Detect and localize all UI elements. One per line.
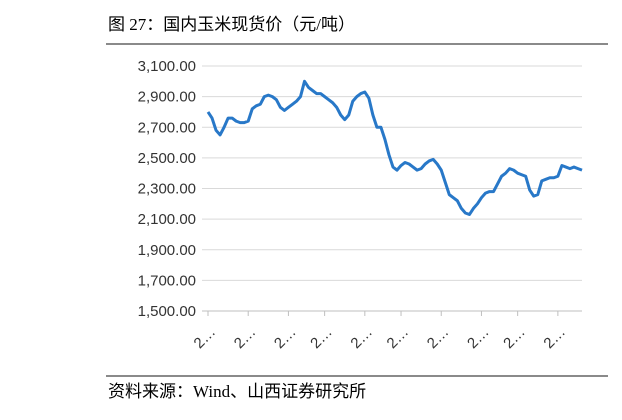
y-tick-label: 3,100.00 [138,58,196,75]
x-tick-label: 2… [271,324,300,353]
y-tick-label: 2,500.00 [138,150,196,167]
x-tick-label: 2… [307,324,336,353]
x-tick-label: 2… [347,324,376,353]
x-tick-label: 2… [191,324,220,353]
chart-title: 图 27：国内玉米现货价（元/吨） [108,15,355,34]
line [206,79,583,217]
y-tick-label: 2,900.00 [138,89,196,106]
x-tick-label: 2… [231,324,260,353]
source: 资料来源：Wind、山西证券研究所 [108,382,366,401]
y-tick-label: 2,300.00 [138,181,196,198]
x-tick-label: 2… [464,324,493,353]
x-tick-label: 2… [384,324,413,353]
y-tick-label: 2,100.00 [138,211,196,228]
y-tick-label: 1,700.00 [138,272,196,289]
x-tick-label: 2… [500,324,529,353]
x-tick-label: 2… [540,324,569,353]
y-tick-label: 1,900.00 [138,242,196,259]
y-tick-label: 2,700.00 [138,119,196,136]
x-tick-label: 2… [424,324,453,353]
y-tick-label: 1,500.00 [138,303,196,320]
